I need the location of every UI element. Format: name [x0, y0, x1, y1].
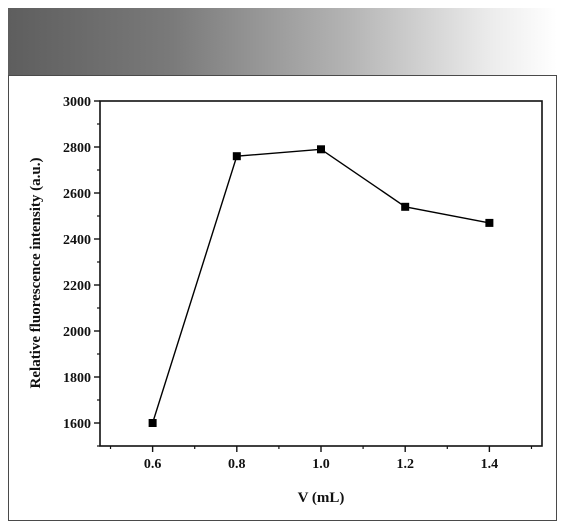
data-markers — [148, 145, 494, 427]
y-tick-label: 2600 — [63, 187, 91, 202]
y-tick-label: 2400 — [63, 233, 91, 248]
header-banner — [8, 8, 557, 75]
y-tick-label: 1600 — [63, 417, 91, 432]
y-axis-label: Relative fluorescence intensity (a.u.) — [28, 158, 44, 389]
y-axis: 1600 1800 2000 2200 2400 2600 2800 3000 — [63, 95, 100, 447]
x-tick-label: 1.4 — [481, 457, 499, 472]
x-tick-label: 1.0 — [312, 457, 330, 472]
y-tick-label: 2800 — [63, 141, 91, 156]
x-axis-label: V (mL) — [298, 490, 345, 506]
data-point-marker — [148, 419, 157, 427]
data-point-marker — [401, 202, 410, 211]
x-tick-label: 0.6 — [144, 457, 162, 472]
y-tick-label: 2000 — [63, 325, 91, 340]
x-tick-label: 1.2 — [396, 457, 414, 472]
series-line — [151, 148, 490, 424]
x-axis: 0.6 0.8 1.0 1.2 1.4 — [109, 446, 533, 472]
data-point-marker — [232, 152, 241, 161]
y-tick-label: 2200 — [63, 279, 91, 294]
data-point-marker — [485, 218, 494, 227]
y-tick-label: 1800 — [63, 371, 91, 386]
y-tick-label: 3000 — [63, 95, 91, 110]
x-tick-label: 0.8 — [228, 457, 246, 472]
data-point-marker — [317, 145, 325, 154]
